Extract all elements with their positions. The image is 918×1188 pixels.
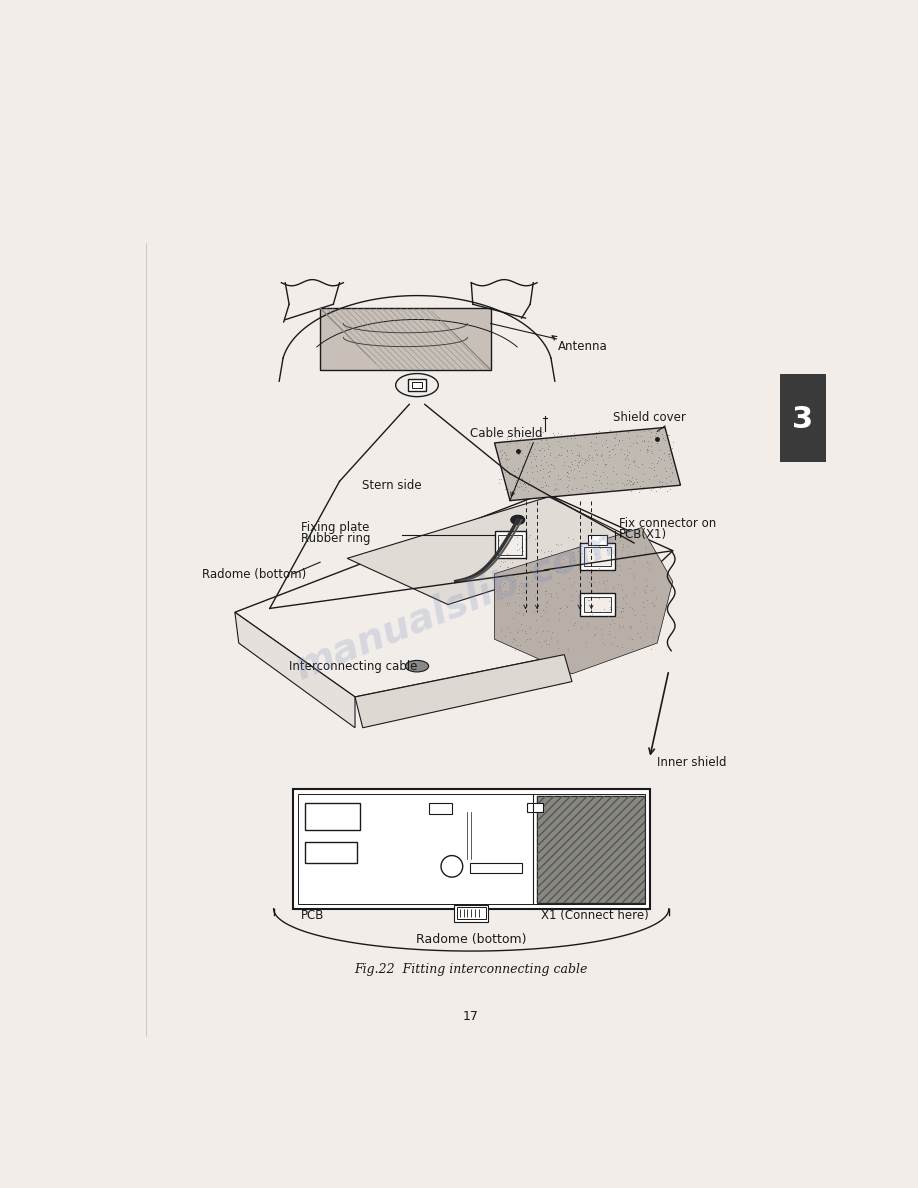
Polygon shape (495, 428, 680, 500)
Text: Fig.22  Fitting interconnecting cable: Fig.22 Fitting interconnecting cable (354, 962, 588, 975)
Bar (305, 842, 357, 864)
Bar (527, 803, 543, 813)
Bar (584, 596, 610, 612)
Bar (588, 536, 607, 544)
Text: Inner shield: Inner shield (657, 757, 727, 770)
Text: Stern side: Stern side (362, 479, 421, 492)
Bar (305, 803, 361, 830)
Ellipse shape (510, 516, 525, 524)
Text: Interconnecting cable: Interconnecting cable (289, 661, 418, 674)
Polygon shape (235, 612, 355, 728)
Bar (470, 862, 522, 872)
Text: Rubber ring: Rubber ring (301, 532, 370, 545)
Bar (495, 531, 525, 558)
Bar (537, 796, 644, 903)
Text: Radome (bottom): Radome (bottom) (202, 568, 306, 581)
Bar (429, 803, 452, 814)
Text: Fixing plate: Fixing plate (301, 520, 369, 533)
Bar (456, 908, 486, 920)
Bar (293, 789, 650, 909)
Bar (411, 383, 422, 388)
Ellipse shape (406, 661, 429, 672)
Bar (779, 373, 826, 462)
Bar (408, 379, 426, 391)
Bar (498, 536, 521, 555)
Polygon shape (347, 497, 642, 605)
Text: Shield cover: Shield cover (613, 411, 686, 424)
Text: X1 (Connect here): X1 (Connect here) (541, 909, 649, 922)
Text: PCB: PCB (301, 909, 324, 922)
Bar (454, 905, 488, 922)
Bar (320, 308, 490, 369)
Polygon shape (355, 655, 572, 728)
Bar (297, 794, 644, 904)
Text: Cable shield: Cable shield (470, 428, 543, 441)
Text: Radome (bottom): Radome (bottom) (416, 934, 527, 947)
Text: Fix connector on: Fix connector on (619, 517, 716, 530)
Text: 3: 3 (792, 405, 813, 435)
Bar (537, 796, 644, 903)
Text: 17: 17 (463, 1010, 478, 1023)
Polygon shape (495, 527, 673, 674)
Text: Antenna: Antenna (558, 341, 608, 354)
Ellipse shape (396, 373, 438, 397)
Bar (584, 546, 610, 565)
Text: PCB(X1): PCB(X1) (619, 527, 666, 541)
Text: manualslib.com: manualslib.com (289, 523, 622, 687)
Polygon shape (235, 493, 673, 697)
Bar (580, 593, 615, 617)
Bar (580, 543, 615, 570)
